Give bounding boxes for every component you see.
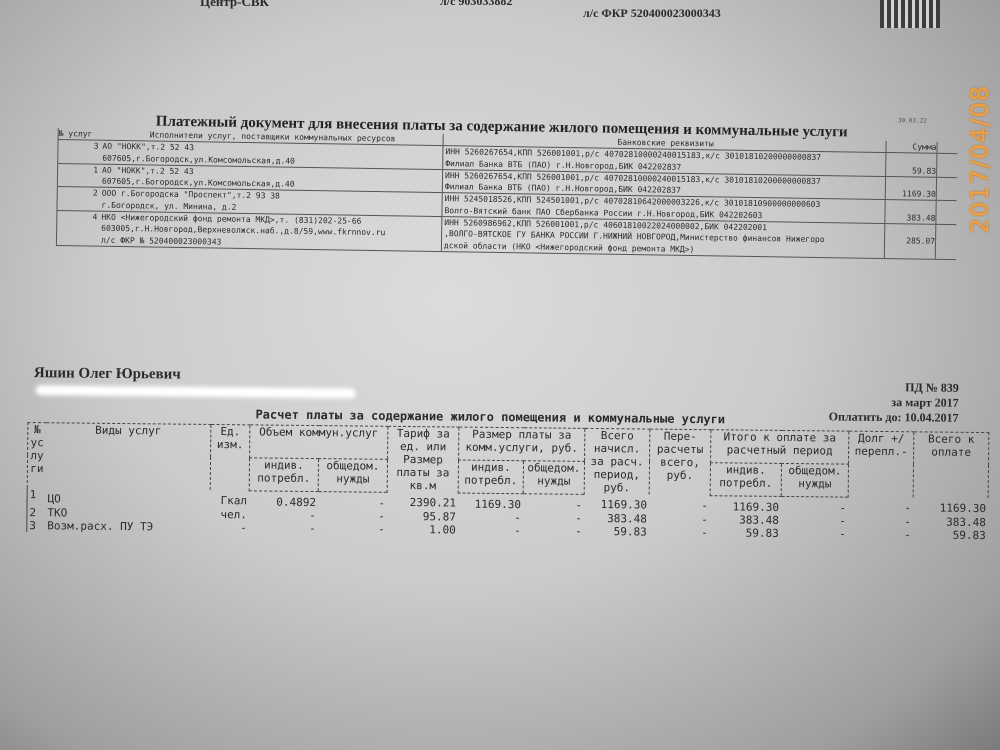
header-num: № услуг: [57, 127, 101, 140]
calc-title: Расчет платы за содержание жилого помеще…: [255, 407, 726, 427]
col-num: № ус лу ги: [27, 422, 47, 489]
cell-unit: -: [240, 520, 247, 534]
col-total: Всего к оплате: [913, 431, 989, 499]
provider-sum: 383.48: [884, 211, 937, 224]
col-pay-ind: индив. потребл.: [710, 462, 782, 496]
cell-tariff: 95.87: [422, 509, 457, 524]
cell-n: 1: [27, 488, 46, 506]
calculation-section: Яшин Олег Юрьевич ПД № 839 за март 2017 …: [24, 365, 999, 542]
org-name: Центр-СВК: [200, 0, 269, 9]
col-recalc: Пере- расчеты всего, руб.: [649, 429, 711, 496]
col-tariff: Тариф за ед. или Размер платы за кв.м: [387, 426, 459, 493]
provider-num: 1: [57, 163, 101, 176]
fkr-account: л/с ФКР 520400023000343: [583, 6, 721, 20]
cell-size-common: -: [575, 498, 583, 512]
cell-recalc: -: [701, 525, 708, 539]
cell-pay-ind: 59.83: [745, 526, 779, 540]
cell-size-ind: -: [514, 510, 522, 524]
provider-num: [56, 198, 100, 211]
redacted-address: [35, 385, 356, 399]
provider-num: [56, 175, 101, 188]
col-vol-common: общедом. нужды: [318, 458, 388, 492]
provider-sum: [885, 153, 938, 166]
provider-sum: 1169.30: [884, 188, 937, 201]
cell-n: 2: [26, 505, 46, 519]
cell-pay-ind: 383.48: [739, 512, 779, 527]
provider-num: [55, 233, 100, 246]
cell-service: ЦО: [47, 492, 61, 506]
cell-pay-ind: 1169.30: [732, 499, 780, 514]
pd-period: за март 2017: [891, 395, 959, 410]
col-debt: Долг +/ перепл.-: [848, 431, 914, 498]
cell-debt: -: [904, 514, 911, 528]
col-service: Виды услуг: [45, 422, 211, 490]
cell-unit: Гкал: [220, 494, 248, 508]
cell-size-ind: 1169.30: [474, 497, 522, 511]
previous-page-strip: Центр-СВК л/с 903033882 л/с ФКР 52040002…: [0, 0, 1000, 30]
photo-date-text: 2017/04/08: [966, 85, 994, 234]
col-size-ind: индив. потребл.: [458, 459, 524, 494]
pd-number: ПД № 839: [905, 380, 959, 395]
cell-vol-common: -: [378, 496, 386, 510]
cell-charged: 383.48: [607, 511, 647, 526]
provider-num: 2: [56, 187, 100, 200]
cell-size-ind: -: [514, 523, 521, 537]
cell-debt: -: [904, 501, 912, 515]
cell-vol-ind: -: [309, 508, 317, 522]
cell-vol-ind: 0.4892: [276, 495, 317, 509]
cell-tariff: 2390.21: [409, 496, 457, 510]
cell-total: 1169.30: [939, 501, 987, 516]
calculation-table: № ус лу ги Виды услуг Ед. изм. Объем ком…: [26, 422, 989, 542]
provider-sum: [884, 224, 937, 237]
provider-sum: [884, 200, 937, 213]
provider-num: 4: [56, 211, 100, 224]
payer-name: Яшин Олег Юрьевич: [33, 365, 181, 383]
provider-num: [56, 222, 100, 235]
print-date: 30.03.22: [897, 117, 927, 125]
col-volume: Объем коммун.услуг: [249, 424, 388, 460]
col-vol-ind: индив. потребл.: [249, 457, 319, 492]
provider-num: 3: [57, 140, 101, 153]
cell-recalc: -: [701, 499, 709, 513]
cell-charged: 59.83: [613, 524, 647, 539]
pd-due-date: Оплатить до: 10.04.2017: [828, 409, 959, 425]
col-charged: Всего начисл. за расч. период, руб.: [584, 428, 650, 495]
provider-sum: 285.07: [883, 235, 937, 248]
cell-vol-common: -: [378, 509, 386, 523]
cell-vol-ind: -: [309, 521, 316, 535]
cell-debt: -: [904, 527, 911, 541]
col-size: Размер платы за комм.услуги, руб.: [458, 427, 585, 462]
cell-unit: чел.: [220, 507, 248, 521]
cell-total: 59.83: [952, 528, 986, 542]
provider-sum: 59.83: [885, 164, 938, 177]
cell-size-common: -: [575, 524, 582, 538]
cell-n: 3: [26, 518, 46, 532]
cell-total: 383.48: [946, 515, 986, 529]
cell-tariff: 1.00: [429, 522, 456, 537]
provider-num: [57, 151, 101, 164]
cell-recalc: -: [701, 512, 708, 526]
header-sum: Сумма: [885, 141, 938, 154]
qr-code: [880, 0, 940, 28]
cell-pay-common: -: [839, 514, 846, 528]
account-number: л/с 903033882: [440, 0, 513, 8]
cell-vol-common: -: [378, 522, 385, 536]
cell-pay-common: -: [839, 501, 847, 515]
photo-date-stamp: 2017/04/08: [966, 85, 996, 245]
col-unit: Ед. изм.: [210, 424, 250, 491]
provider-sum: [884, 176, 938, 190]
providers-table: № услуг Исполнители услуг, поставщики ко…: [55, 127, 958, 261]
cell-service: Возм.расх. ПУ ТЭ: [47, 518, 154, 533]
col-pay-common: общедом. нужды: [781, 463, 849, 497]
col-to-pay: Итого к оплате за расчетный период: [710, 429, 849, 464]
payment-document: Платежный документ для внесения платы за…: [55, 112, 958, 261]
pd-info: ПД № 839 за март 2017 Оплатить до: 10.04…: [829, 379, 959, 425]
cell-pay-common: -: [839, 527, 846, 541]
provider-sum: [883, 246, 936, 259]
col-size-common: общедом. нужды: [523, 460, 585, 494]
cell-size-common: -: [575, 511, 582, 525]
cell-charged: 1169.30: [600, 498, 648, 512]
